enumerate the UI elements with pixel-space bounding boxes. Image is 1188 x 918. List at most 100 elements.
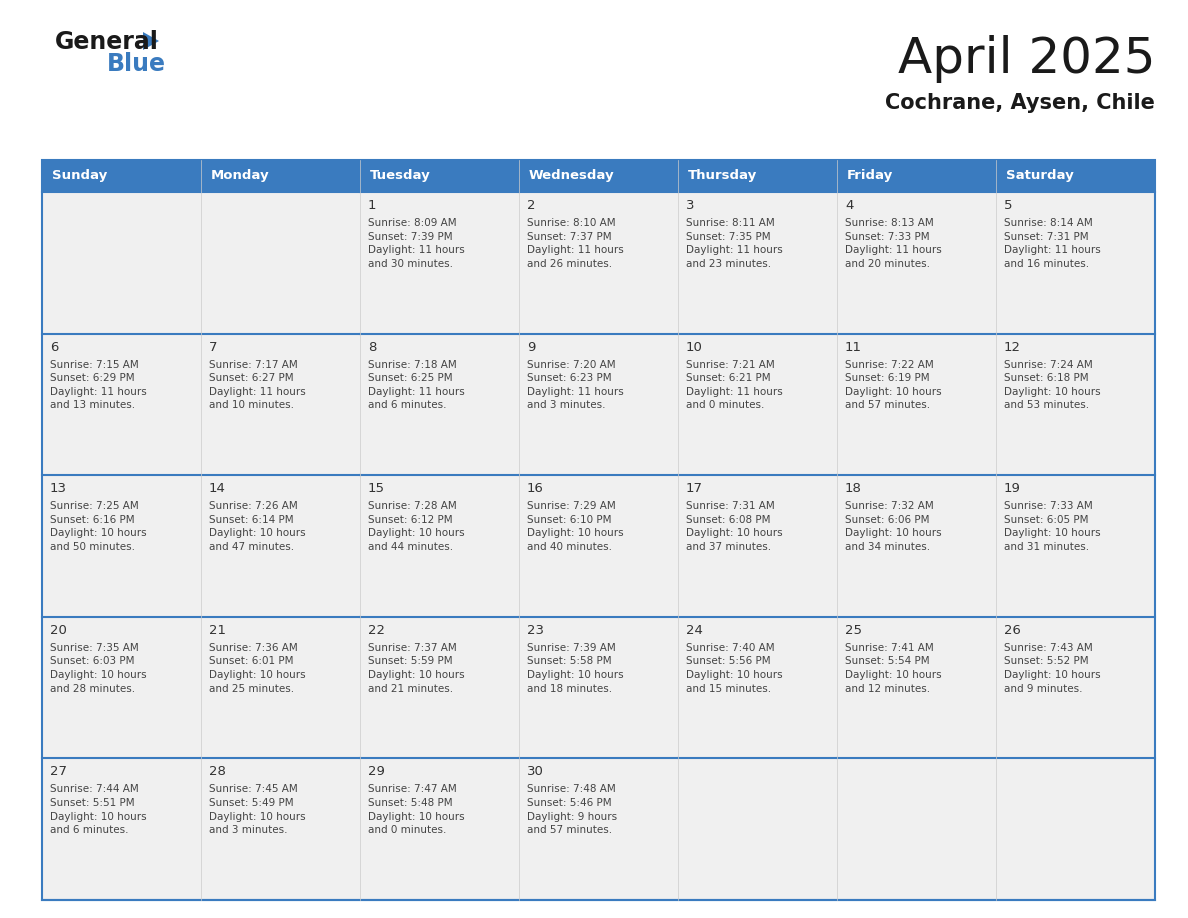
Bar	[838, 192, 996, 333]
Bar	[201, 617, 360, 758]
Text: Sunday: Sunday	[51, 170, 107, 183]
Bar	[360, 333, 519, 476]
Text: Sunrise: 7:43 AM
Sunset: 5:52 PM
Daylight: 10 hours
and 9 minutes.: Sunrise: 7:43 AM Sunset: 5:52 PM Dayligh…	[1004, 643, 1100, 694]
Bar	[201, 758, 360, 900]
Text: Sunrise: 7:21 AM
Sunset: 6:21 PM
Daylight: 11 hours
and 0 minutes.: Sunrise: 7:21 AM Sunset: 6:21 PM Dayligh…	[685, 360, 783, 410]
Bar	[519, 192, 678, 333]
Bar	[360, 160, 519, 192]
Text: Sunrise: 7:48 AM
Sunset: 5:46 PM
Daylight: 9 hours
and 57 minutes.: Sunrise: 7:48 AM Sunset: 5:46 PM Dayligh…	[527, 784, 617, 835]
Text: Sunrise: 7:22 AM
Sunset: 6:19 PM
Daylight: 10 hours
and 57 minutes.: Sunrise: 7:22 AM Sunset: 6:19 PM Dayligh…	[845, 360, 942, 410]
Text: 12: 12	[1004, 341, 1020, 353]
Text: 14: 14	[209, 482, 226, 495]
Bar	[519, 617, 678, 758]
Text: 2: 2	[527, 199, 536, 212]
Bar	[996, 333, 1155, 476]
Text: Wednesday: Wednesday	[529, 170, 614, 183]
Text: Sunrise: 7:32 AM
Sunset: 6:06 PM
Daylight: 10 hours
and 34 minutes.: Sunrise: 7:32 AM Sunset: 6:06 PM Dayligh…	[845, 501, 942, 552]
Text: 15: 15	[368, 482, 385, 495]
Text: Sunrise: 8:11 AM
Sunset: 7:35 PM
Daylight: 11 hours
and 23 minutes.: Sunrise: 8:11 AM Sunset: 7:35 PM Dayligh…	[685, 218, 783, 269]
Text: Sunrise: 7:17 AM
Sunset: 6:27 PM
Daylight: 11 hours
and 10 minutes.: Sunrise: 7:17 AM Sunset: 6:27 PM Dayligh…	[209, 360, 305, 410]
Text: Blue: Blue	[107, 52, 166, 76]
Bar	[678, 160, 838, 192]
Bar	[838, 333, 996, 476]
Text: Friday: Friday	[847, 170, 893, 183]
Text: Sunrise: 7:18 AM
Sunset: 6:25 PM
Daylight: 11 hours
and 6 minutes.: Sunrise: 7:18 AM Sunset: 6:25 PM Dayligh…	[368, 360, 465, 410]
Text: 8: 8	[368, 341, 377, 353]
Text: Cochrane, Aysen, Chile: Cochrane, Aysen, Chile	[885, 93, 1155, 113]
Text: Sunrise: 7:47 AM
Sunset: 5:48 PM
Daylight: 10 hours
and 0 minutes.: Sunrise: 7:47 AM Sunset: 5:48 PM Dayligh…	[368, 784, 465, 835]
Bar	[838, 476, 996, 617]
Bar	[201, 476, 360, 617]
Bar	[678, 476, 838, 617]
Text: Sunrise: 7:37 AM
Sunset: 5:59 PM
Daylight: 10 hours
and 21 minutes.: Sunrise: 7:37 AM Sunset: 5:59 PM Dayligh…	[368, 643, 465, 694]
Bar	[519, 160, 678, 192]
Text: Sunrise: 7:28 AM
Sunset: 6:12 PM
Daylight: 10 hours
and 44 minutes.: Sunrise: 7:28 AM Sunset: 6:12 PM Dayligh…	[368, 501, 465, 552]
Bar	[360, 758, 519, 900]
Text: 11: 11	[845, 341, 862, 353]
Text: April 2025: April 2025	[897, 35, 1155, 83]
Text: Sunrise: 7:24 AM
Sunset: 6:18 PM
Daylight: 10 hours
and 53 minutes.: Sunrise: 7:24 AM Sunset: 6:18 PM Dayligh…	[1004, 360, 1100, 410]
Text: 19: 19	[1004, 482, 1020, 495]
Text: Saturday: Saturday	[1005, 170, 1073, 183]
Text: 10: 10	[685, 341, 703, 353]
Bar	[996, 192, 1155, 333]
Text: 4: 4	[845, 199, 853, 212]
Bar	[678, 617, 838, 758]
Bar	[996, 160, 1155, 192]
Bar	[678, 333, 838, 476]
Bar	[42, 758, 201, 900]
Bar	[678, 192, 838, 333]
Text: 23: 23	[527, 624, 544, 637]
Bar	[42, 333, 201, 476]
Text: Sunrise: 7:31 AM
Sunset: 6:08 PM
Daylight: 10 hours
and 37 minutes.: Sunrise: 7:31 AM Sunset: 6:08 PM Dayligh…	[685, 501, 783, 552]
Text: 1: 1	[368, 199, 377, 212]
Text: 20: 20	[50, 624, 67, 637]
Bar	[42, 476, 201, 617]
Text: 3: 3	[685, 199, 695, 212]
Text: Sunrise: 7:33 AM
Sunset: 6:05 PM
Daylight: 10 hours
and 31 minutes.: Sunrise: 7:33 AM Sunset: 6:05 PM Dayligh…	[1004, 501, 1100, 552]
Text: Sunrise: 7:20 AM
Sunset: 6:23 PM
Daylight: 11 hours
and 3 minutes.: Sunrise: 7:20 AM Sunset: 6:23 PM Dayligh…	[527, 360, 624, 410]
Text: Sunrise: 8:14 AM
Sunset: 7:31 PM
Daylight: 11 hours
and 16 minutes.: Sunrise: 8:14 AM Sunset: 7:31 PM Dayligh…	[1004, 218, 1101, 269]
Bar	[838, 617, 996, 758]
Text: 27: 27	[50, 766, 67, 778]
Text: 16: 16	[527, 482, 544, 495]
Bar	[519, 333, 678, 476]
Text: 6: 6	[50, 341, 58, 353]
Bar	[996, 617, 1155, 758]
Text: Sunrise: 7:40 AM
Sunset: 5:56 PM
Daylight: 10 hours
and 15 minutes.: Sunrise: 7:40 AM Sunset: 5:56 PM Dayligh…	[685, 643, 783, 694]
Text: Sunrise: 7:36 AM
Sunset: 6:01 PM
Daylight: 10 hours
and 25 minutes.: Sunrise: 7:36 AM Sunset: 6:01 PM Dayligh…	[209, 643, 305, 694]
Text: 25: 25	[845, 624, 862, 637]
Text: 22: 22	[368, 624, 385, 637]
Bar	[201, 333, 360, 476]
Text: 7: 7	[209, 341, 217, 353]
Bar	[42, 617, 201, 758]
Text: Sunrise: 7:15 AM
Sunset: 6:29 PM
Daylight: 11 hours
and 13 minutes.: Sunrise: 7:15 AM Sunset: 6:29 PM Dayligh…	[50, 360, 146, 410]
Text: 24: 24	[685, 624, 703, 637]
Text: 30: 30	[527, 766, 544, 778]
Text: Tuesday: Tuesday	[369, 170, 430, 183]
Text: Sunrise: 7:44 AM
Sunset: 5:51 PM
Daylight: 10 hours
and 6 minutes.: Sunrise: 7:44 AM Sunset: 5:51 PM Dayligh…	[50, 784, 146, 835]
Text: Sunrise: 8:13 AM
Sunset: 7:33 PM
Daylight: 11 hours
and 20 minutes.: Sunrise: 8:13 AM Sunset: 7:33 PM Dayligh…	[845, 218, 942, 269]
Text: Thursday: Thursday	[688, 170, 757, 183]
Text: Sunrise: 7:45 AM
Sunset: 5:49 PM
Daylight: 10 hours
and 3 minutes.: Sunrise: 7:45 AM Sunset: 5:49 PM Dayligh…	[209, 784, 305, 835]
Text: Sunrise: 8:09 AM
Sunset: 7:39 PM
Daylight: 11 hours
and 30 minutes.: Sunrise: 8:09 AM Sunset: 7:39 PM Dayligh…	[368, 218, 465, 269]
Text: 29: 29	[368, 766, 385, 778]
Text: 13: 13	[50, 482, 67, 495]
Bar	[838, 758, 996, 900]
Polygon shape	[143, 32, 159, 50]
Text: Sunrise: 7:41 AM
Sunset: 5:54 PM
Daylight: 10 hours
and 12 minutes.: Sunrise: 7:41 AM Sunset: 5:54 PM Dayligh…	[845, 643, 942, 694]
Bar	[360, 476, 519, 617]
Text: 17: 17	[685, 482, 703, 495]
Bar	[996, 758, 1155, 900]
Bar	[678, 758, 838, 900]
Bar	[201, 192, 360, 333]
Bar	[519, 476, 678, 617]
Text: 26: 26	[1004, 624, 1020, 637]
Text: Sunrise: 7:26 AM
Sunset: 6:14 PM
Daylight: 10 hours
and 47 minutes.: Sunrise: 7:26 AM Sunset: 6:14 PM Dayligh…	[209, 501, 305, 552]
Text: 9: 9	[527, 341, 536, 353]
Text: General: General	[55, 30, 159, 54]
Text: Sunrise: 7:25 AM
Sunset: 6:16 PM
Daylight: 10 hours
and 50 minutes.: Sunrise: 7:25 AM Sunset: 6:16 PM Dayligh…	[50, 501, 146, 552]
Text: 28: 28	[209, 766, 226, 778]
Text: 21: 21	[209, 624, 226, 637]
Text: Monday: Monday	[210, 170, 270, 183]
